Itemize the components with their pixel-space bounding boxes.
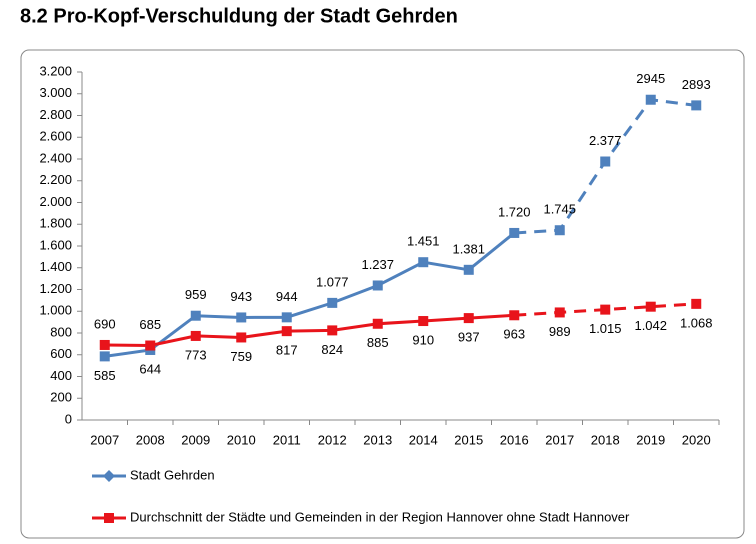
marker [554,307,565,318]
y-tick-label: 1.600 [39,237,72,252]
legend-label: Durchschnitt der Städte und Gemeinden in… [130,509,630,524]
x-tick-label: 2009 [181,432,210,447]
marker [99,339,110,350]
legend-marker [104,513,114,523]
marker [600,304,611,315]
marker [645,301,656,312]
data-label: 989 [549,324,571,339]
x-tick-label: 2019 [636,432,665,447]
data-label: 910 [412,332,434,347]
marker [372,280,383,291]
y-tick-label: 400 [50,368,72,383]
marker [236,312,247,323]
y-tick-label: 200 [50,390,72,405]
data-label: 685 [139,317,161,332]
marker [418,316,429,327]
data-label: 1.068 [680,315,713,330]
data-label: 2945 [636,71,665,86]
marker [691,100,702,111]
data-label: 759 [230,349,252,364]
data-label: 959 [185,287,207,302]
data-label: 817 [276,343,298,358]
data-label: 937 [458,330,480,345]
data-label: 1.451 [407,234,440,249]
y-tick-label: 800 [50,324,72,339]
data-label: 963 [503,327,525,342]
data-label: 690 [94,316,116,331]
x-tick-label: 2016 [500,432,529,447]
line [104,313,515,348]
y-tick-label: 2.800 [39,107,72,122]
y-tick-label: 2.400 [39,150,72,165]
marker [372,318,383,329]
y-tick-label: 0 [65,411,72,426]
x-tick-label: 2015 [454,432,483,447]
x-tick-label: 2017 [545,432,574,447]
y-tick-label: 2.000 [39,194,72,209]
data-label: 885 [367,335,389,350]
marker [190,310,201,321]
legend-label: Stadt Gehrden [130,467,215,482]
y-tick-label: 1.400 [39,259,72,274]
x-tick-label: 2012 [318,432,347,447]
y-tick-label: 2.200 [39,172,72,187]
marker [509,227,520,238]
line [104,231,516,358]
x-tick-label: 2010 [227,432,256,447]
data-label: 2.377 [589,133,622,148]
marker [509,310,520,321]
x-tick-label: 2011 [273,432,301,447]
chart-frame [20,49,745,539]
y-tick-label: 1.000 [39,303,72,318]
marker [145,340,156,351]
y-tick-label: 1.800 [39,216,72,231]
data-label: 644 [139,361,161,376]
marker [99,351,110,362]
marker [554,225,565,236]
y-tick-label: 3.200 [39,63,72,78]
marker [327,297,338,308]
data-label: 1.042 [634,318,667,333]
marker [600,156,611,167]
x-tick-label: 2020 [682,432,711,447]
chart-title: 8.2 Pro-Kopf-Verschuldung der Stadt Gehr… [20,5,458,27]
data-label: 944 [276,289,298,304]
marker [327,325,338,336]
data-label: 773 [185,347,207,362]
marker [463,264,474,275]
marker [645,94,656,105]
y-tick-label: 1.200 [39,281,72,296]
data-label: 1.237 [361,257,394,272]
y-tick-label: 2.600 [39,129,72,144]
x-tick-label: 2013 [363,432,392,447]
data-label: 1.077 [316,274,349,289]
marker [281,326,292,337]
data-label: 943 [230,289,252,304]
marker [463,313,474,324]
data-label: 1.745 [543,202,576,217]
x-tick-label: 2007 [90,432,119,447]
marker [691,298,702,309]
data-label: 1.381 [452,241,485,256]
y-tick-label: 3.000 [39,85,72,100]
legend-marker [103,470,115,482]
data-label: 824 [321,342,343,357]
x-tick-label: 2008 [136,432,165,447]
data-label: 1.720 [498,204,531,219]
data-label: 2893 [682,77,711,92]
marker [418,257,429,268]
y-tick-label: 600 [50,346,72,361]
marker [236,332,247,343]
marker [190,330,201,341]
x-tick-label: 2018 [591,432,620,447]
marker [281,312,292,323]
x-tick-label: 2014 [409,432,438,447]
data-label: 585 [94,368,116,383]
data-label: 1.015 [589,321,622,336]
